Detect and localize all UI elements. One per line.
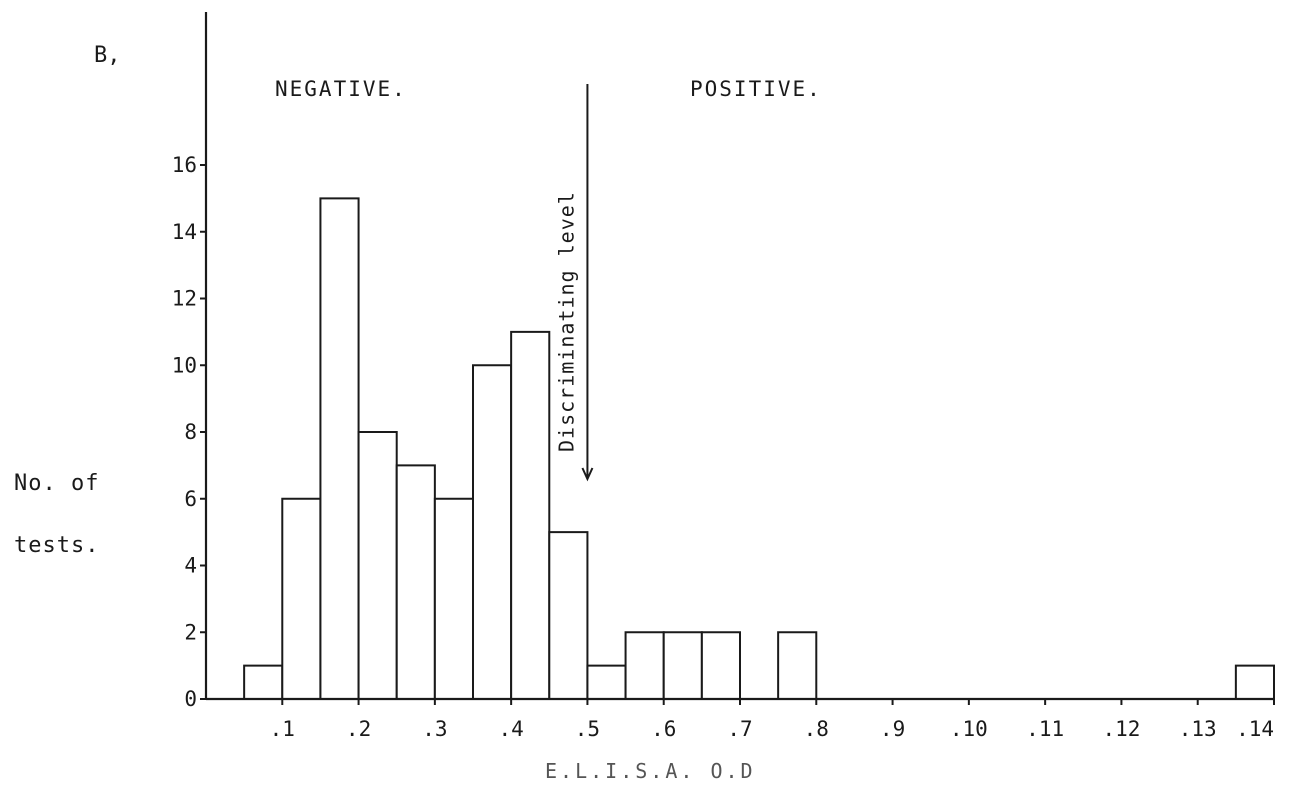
bar-bin-8 — [510, 330, 551, 700]
y-tick-label-8: 8 — [184, 420, 197, 444]
bars-group — [243, 197, 1276, 700]
discriminating-level-arrowhead — [581, 467, 594, 482]
bar-bin-11 — [624, 631, 665, 700]
x-tick-label-1: .2 — [346, 717, 371, 741]
x-tick-label-2: .3 — [422, 717, 447, 741]
region-label-positive: POSITIVE. — [690, 77, 822, 101]
panel-label: B, — [94, 43, 121, 68]
y-tick-label-6: 6 — [184, 487, 197, 511]
y-tick-label-0: 0 — [184, 687, 197, 711]
y-ticks-group: 0 2 4 6 8 10 12 14 16 — [172, 153, 206, 711]
bar-bin-9 — [548, 531, 589, 700]
y-tick-label-10: 10 — [172, 353, 197, 377]
bar-bin-7 — [472, 364, 513, 700]
y-tick-label-2: 2 — [184, 620, 197, 644]
x-tick-label-6: .7 — [727, 717, 752, 741]
discriminating-level-annotation: Discriminating level — [554, 84, 594, 482]
x-tick-label-12: .13 — [1179, 717, 1217, 741]
x-tick-label-0: .1 — [270, 717, 295, 741]
bar-bin-4 — [357, 431, 398, 700]
x-tick-label-7: .8 — [804, 717, 829, 741]
bar-bin-27 — [1234, 664, 1276, 700]
y-axis-label-line-2: tests. — [14, 533, 99, 558]
y-tick-label-14: 14 — [172, 220, 197, 244]
y-tick-label-16: 16 — [172, 153, 197, 177]
bar-bin-2 — [281, 497, 322, 700]
bar-bin-13 — [700, 631, 741, 700]
region-label-negative: NEGATIVE. — [275, 77, 407, 101]
discriminating-level-label: Discriminating level — [554, 191, 578, 452]
x-tick-label-3: .4 — [498, 717, 523, 741]
x-tick-label-10: .11 — [1026, 717, 1064, 741]
x-ticks-group: .1 .2 .3 .4 .5 .6 .7 .8 .9 .10 .11 .12 .13 .14 — [270, 699, 1275, 741]
bar-bin-5 — [395, 464, 436, 700]
bar-bin-12 — [662, 631, 703, 700]
bar-bin-15 — [777, 631, 818, 700]
x-tick-label-11: .12 — [1102, 717, 1140, 741]
bar-bin-6 — [433, 497, 475, 700]
y-axis-label-line-1: No. of — [14, 471, 99, 496]
x-tick-label-4: .5 — [575, 717, 600, 741]
x-tick-label-5: .6 — [651, 717, 676, 741]
x-tick-label-8: .9 — [880, 717, 905, 741]
y-tick-label-12: 12 — [172, 287, 197, 311]
y-tick-label-4: 4 — [184, 554, 197, 578]
bar-bin-3 — [319, 197, 360, 700]
x-tick-label-9: .10 — [950, 717, 988, 741]
x-axis-label: E.L.I.S.A. O.D — [545, 759, 756, 783]
bar-bin-10 — [586, 664, 627, 700]
bar-bin-1 — [243, 664, 284, 700]
x-tick-label-13: .14 — [1236, 717, 1274, 741]
